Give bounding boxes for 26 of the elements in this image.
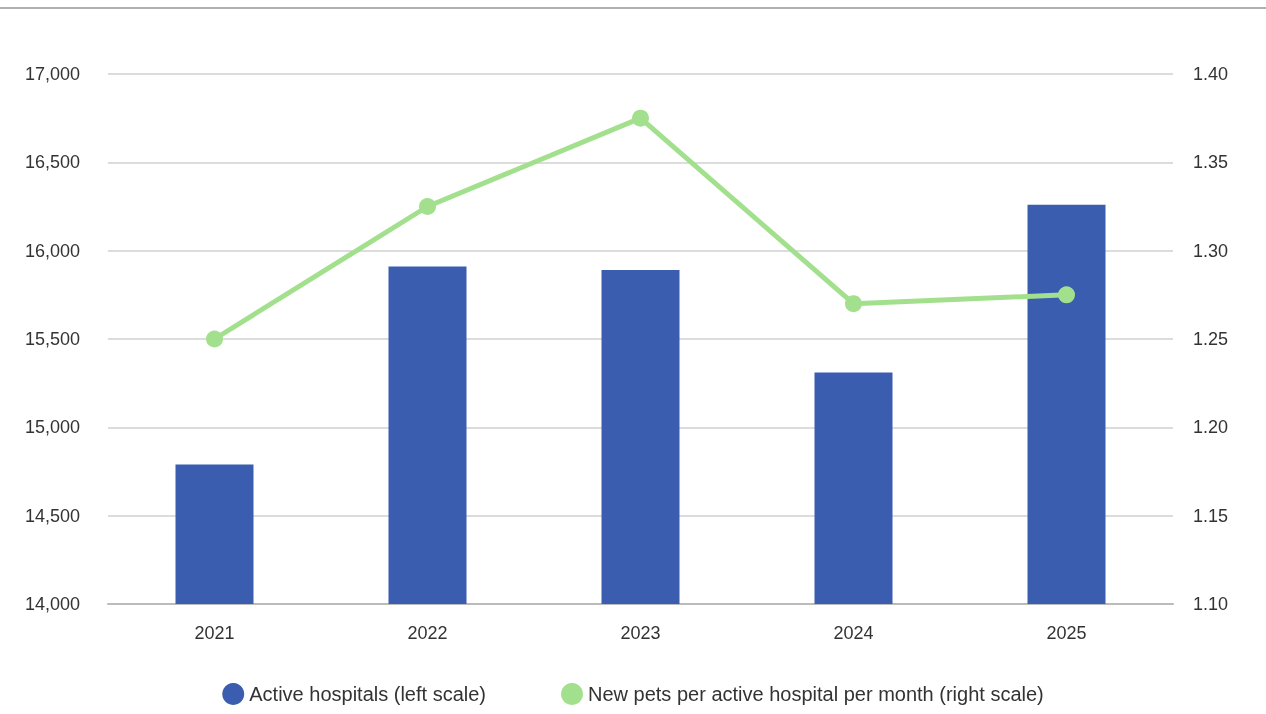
point [845, 295, 862, 313]
point [1058, 286, 1075, 304]
y-tick-label: 15,500 [24, 329, 80, 349]
legend-label: New pets per active hospital per month (right scale) [588, 683, 1044, 705]
y-tick-label: 14,000 [24, 594, 80, 614]
y-tick-label: 17,000 [24, 64, 80, 84]
y2-tick-label: 1.10 [1193, 594, 1229, 614]
y2-tick-label: 1.25 [1193, 329, 1229, 349]
x-tick-label: 2021 [194, 623, 235, 643]
y-tick-label: 16,000 [24, 240, 80, 261]
x-tick-label: 2022 [407, 623, 448, 643]
y-tick-label: 16,500 [24, 152, 80, 173]
x-tick-label: 2025 [1046, 623, 1087, 643]
point [632, 109, 649, 127]
y2-tick-label: 1.30 [1193, 240, 1229, 261]
y2-tick-label: 1.15 [1193, 505, 1229, 526]
x-tick-label: 2024 [833, 623, 874, 643]
y-tick-label: 15,000 [24, 417, 80, 438]
y2-tick-label: 1.20 [1193, 417, 1229, 438]
legend-label: Active hospitals (left scale) [249, 683, 487, 705]
y2-tick-label: 1.35 [1193, 152, 1229, 173]
y-tick-label: 14,500 [24, 505, 80, 526]
y2-tick-label: 1.40 [1193, 64, 1229, 84]
point [419, 198, 436, 215]
x-tick-label: 2023 [620, 623, 661, 643]
point [206, 330, 223, 348]
